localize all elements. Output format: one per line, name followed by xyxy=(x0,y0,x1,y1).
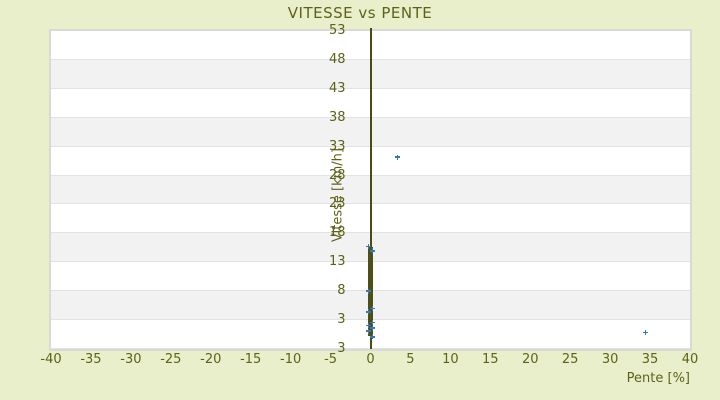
data-point-marker xyxy=(370,334,375,340)
x-tick-label: 20 xyxy=(521,352,539,367)
y-tick-label: 38 xyxy=(328,109,346,125)
x-tick-label: 10 xyxy=(442,352,459,367)
x-axis-tick-labels: -40 -35 -30 -25 -20 -15 -10 -5 0 5 10 15 20 25 30 35 40 xyxy=(40,352,698,368)
data-point-marker xyxy=(366,288,371,294)
x-tick-label: -15 xyxy=(240,352,262,367)
data-point-marker xyxy=(366,244,371,250)
x-tick-label: 0 xyxy=(366,352,375,367)
data-point-marker xyxy=(366,309,371,315)
data-point-marker xyxy=(366,328,371,334)
y-tick-label: 28 xyxy=(328,167,346,183)
x-tick-label: 40 xyxy=(681,352,699,367)
y-tick-label: 3 xyxy=(337,312,346,328)
data-point-marker xyxy=(642,329,648,335)
y-tick-label: 48 xyxy=(328,51,346,67)
x-tick-label: 15 xyxy=(482,352,499,367)
y-tick-label: 13 xyxy=(328,254,346,270)
data-point-marker xyxy=(370,306,375,312)
x-tick-label: 25 xyxy=(561,352,579,367)
y-tick-label: 43 xyxy=(328,80,346,96)
x-tick-label: -5 xyxy=(324,352,338,367)
x-tick-label: -25 xyxy=(160,352,182,367)
zero-axis-line xyxy=(369,28,372,349)
y-tick-label: 33 xyxy=(328,138,346,154)
chart-title: VITESSE vs PENTE xyxy=(287,4,433,22)
data-point-marker xyxy=(370,248,375,254)
x-tick-label: 35 xyxy=(641,352,659,367)
y-tick-label: 3 xyxy=(337,341,346,356)
x-tick-label: -40 xyxy=(40,352,62,367)
data-point-marker xyxy=(370,319,375,325)
y-tick-label: 8 xyxy=(337,283,346,299)
data-point-marker xyxy=(366,322,371,328)
x-tick-label: -30 xyxy=(120,352,142,367)
x-tick-label: -10 xyxy=(280,352,302,367)
plot-area: 53 48 43 38 33 28 23 18 13 8 3 3 Vitesse [km/h] xyxy=(49,23,692,356)
x-tick-label: -35 xyxy=(80,352,102,367)
x-tick-label: 5 xyxy=(406,352,415,367)
y-axis-title: Vitesse [km/h] xyxy=(330,148,345,242)
x-tick-label: -20 xyxy=(200,352,222,367)
x-axis-title: Pente [%] xyxy=(626,371,690,386)
x-tick-label: 30 xyxy=(601,352,619,367)
data-point-marker xyxy=(395,154,401,160)
y-tick-label: 23 xyxy=(328,196,346,212)
y-tick-label: 53 xyxy=(328,23,346,38)
data-point-marker xyxy=(370,325,375,331)
y-tick-label: 18 xyxy=(328,225,346,241)
